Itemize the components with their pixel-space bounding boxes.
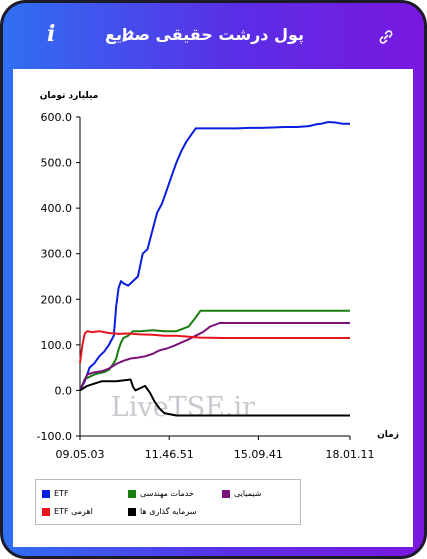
y-tick-label: -100.0 xyxy=(37,430,72,443)
y-tick-label: 500.0 xyxy=(41,157,73,170)
legend-item-etf[interactable]: ETF xyxy=(42,489,69,501)
y-tick-label: 300.0 xyxy=(41,248,73,261)
legend-item-investment[interactable]: سرمایه گذاری ها xyxy=(128,507,196,519)
x-tick-label: 18.01.11 xyxy=(326,448,375,461)
legend-swatch xyxy=(222,489,230,498)
legend-label: اهرمی ETF xyxy=(54,507,93,516)
line-chart: LiveTSE.ir -100.0 0.0 100.0 200.0 300.0 400.0 5… xyxy=(37,91,399,461)
series-line-etf xyxy=(79,121,350,391)
y-tick-label: 100.0 xyxy=(41,339,73,352)
x-tick-label: 09.05.03 xyxy=(56,448,105,461)
legend-swatch xyxy=(42,507,50,516)
link-icon[interactable] xyxy=(378,29,394,45)
chart-legend: ETF خدمات مهندسی شیمیایی اهرمی ETF سرمای… xyxy=(35,479,301,525)
legend-label: خدمات مهندسی xyxy=(140,489,194,498)
y-tick-label: 200.0 xyxy=(41,293,73,306)
legend-swatch xyxy=(42,489,50,498)
legend-item-leveraged-etf[interactable]: اهرمی ETF xyxy=(42,507,93,519)
info-icon[interactable]: i xyxy=(47,21,56,47)
legend-item-engineering[interactable]: خدمات مهندسی xyxy=(128,489,194,501)
series-line-engineering xyxy=(79,309,350,391)
y-tick-label: 600.0 xyxy=(41,111,73,124)
y-axis-label: میلیارد تومان xyxy=(40,91,99,101)
series-line-chemical xyxy=(79,322,350,391)
page-title: پول درشت حقیقی صنایع xyxy=(105,25,304,44)
y-tick-label: 0.0 xyxy=(55,384,73,397)
legend-swatch xyxy=(128,507,136,516)
legend-label: ETF xyxy=(54,489,69,498)
series-line-investment xyxy=(79,378,350,417)
pencil-icon[interactable] xyxy=(121,29,135,43)
legend-swatch xyxy=(128,489,136,498)
x-tick-label: 11.46.51 xyxy=(145,448,194,461)
x-axis-label: زمان xyxy=(377,430,399,440)
header: i پول درشت حقیقی صنایع xyxy=(3,3,424,75)
legend-item-chemical[interactable]: شیمیایی xyxy=(222,489,262,501)
y-tick-label: 400.0 xyxy=(41,202,73,215)
legend-label: سرمایه گذاری ها xyxy=(140,507,197,516)
series-line-leveraged-etf xyxy=(79,330,350,364)
watermark: LiveTSE.ir xyxy=(111,392,255,423)
legend-label: شیمیایی xyxy=(234,489,262,498)
x-tick-label: 15.09.41 xyxy=(234,448,283,461)
